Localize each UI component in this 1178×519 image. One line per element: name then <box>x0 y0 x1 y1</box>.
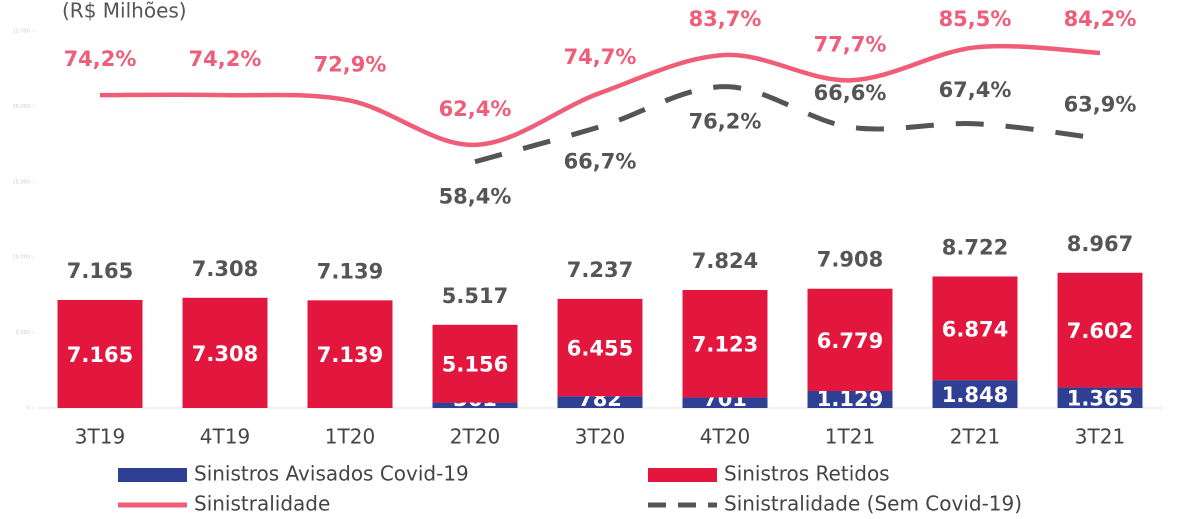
line-value-label: 74,7% <box>564 45 637 69</box>
bar-segment <box>1057 387 1143 408</box>
x-tick-label: 3T20 <box>575 425 625 449</box>
x-tick-label: 1T20 <box>325 425 375 449</box>
line-value-label: 58,4% <box>439 185 512 209</box>
line-value-label: 66,7% <box>564 150 637 174</box>
bar-segment <box>557 396 643 408</box>
bar-segment <box>682 290 768 398</box>
total-label: 7.908 <box>817 248 883 272</box>
total-label: 7.139 <box>317 259 383 283</box>
line-value-label: 74,2% <box>189 47 262 71</box>
line-value-label: 72,9% <box>314 53 387 77</box>
y-tick-label: 25.000 <box>13 29 31 35</box>
total-label: 7.824 <box>692 249 758 273</box>
bar-value-label: 5.156 <box>442 353 508 377</box>
x-tick-label: 4T19 <box>200 425 250 449</box>
legend-label: Sinistralidade <box>194 492 330 516</box>
total-label: 8.722 <box>942 235 1008 259</box>
bar-segment <box>182 297 268 408</box>
bar-value-label: 6.779 <box>817 329 883 353</box>
line-value-label: 83,7% <box>689 7 762 31</box>
bar-segment <box>1057 272 1143 388</box>
total-label: 5.517 <box>442 284 508 308</box>
y-tick-label: 0 <box>27 406 30 412</box>
line-value-label: 77,7% <box>814 32 887 56</box>
legend-label: Sinistralidade (Sem Covid-19) <box>724 492 1022 516</box>
line-value-label: 66,6% <box>814 81 887 105</box>
line-series <box>99 43 1101 148</box>
bar-segment <box>807 390 893 408</box>
bar-segment <box>57 299 143 408</box>
bar-segment <box>432 402 518 408</box>
bar-value-label: 7.123 <box>692 333 758 357</box>
x-tick-label: 3T19 <box>75 425 125 449</box>
legend-label: Sinistros Retidos <box>724 462 890 486</box>
x-tick-label: 3T21 <box>1075 425 1125 449</box>
bar-value-label: 7.602 <box>1067 319 1133 343</box>
bar-segment <box>682 397 768 408</box>
bar-value-label: 1.365 <box>1067 387 1133 411</box>
y-tick-label: 15.000 <box>13 179 31 185</box>
bar-value-label: 7.139 <box>317 343 383 367</box>
total-label: 8.967 <box>1067 232 1133 256</box>
legend-swatch <box>118 468 187 482</box>
y-tick-label: 5.000 <box>16 330 30 336</box>
line-value-label: 76,2% <box>689 110 762 134</box>
total-label: 7.308 <box>192 257 258 281</box>
line-value-label: 84,2% <box>1064 7 1137 31</box>
bar-value-label: 1.848 <box>942 383 1008 407</box>
chart-subtitle: (R$ Milhões) <box>62 0 187 23</box>
y-tick-label: 10.000 <box>13 255 31 261</box>
bar-value-label: 6.874 <box>942 317 1008 341</box>
bar-value-label: 7.165 <box>67 343 133 367</box>
bar-segment <box>807 288 893 391</box>
x-tick-label: 1T21 <box>825 425 875 449</box>
bar-segment <box>932 276 1018 381</box>
line-value-label: 62,4% <box>439 97 512 121</box>
bar-value-label: 6.455 <box>567 337 633 361</box>
bar-segment <box>432 324 518 403</box>
line-series <box>474 84 1101 165</box>
x-tick-label: 2T21 <box>950 425 1000 449</box>
line-value-label: 74,2% <box>64 47 137 71</box>
y-tick-label: 20.000 <box>13 104 31 110</box>
bar-segment <box>932 380 1018 408</box>
legend-swatch <box>648 468 717 482</box>
legend-label: Sinistros Avisados Covid-19 <box>194 462 469 486</box>
line-value-label: 67,4% <box>939 78 1012 102</box>
x-tick-label: 4T20 <box>700 425 750 449</box>
bar-segment <box>307 300 393 408</box>
x-tick-label: 2T20 <box>450 425 500 449</box>
line-value-label: 63,9% <box>1064 93 1137 117</box>
bar-value-label: 7.308 <box>192 342 258 366</box>
bar-segment <box>557 298 643 397</box>
total-label: 7.165 <box>67 259 133 283</box>
total-label: 7.237 <box>567 258 633 282</box>
line-value-label: 85,5% <box>939 7 1012 31</box>
bar-value-label: 1.129 <box>817 387 883 411</box>
